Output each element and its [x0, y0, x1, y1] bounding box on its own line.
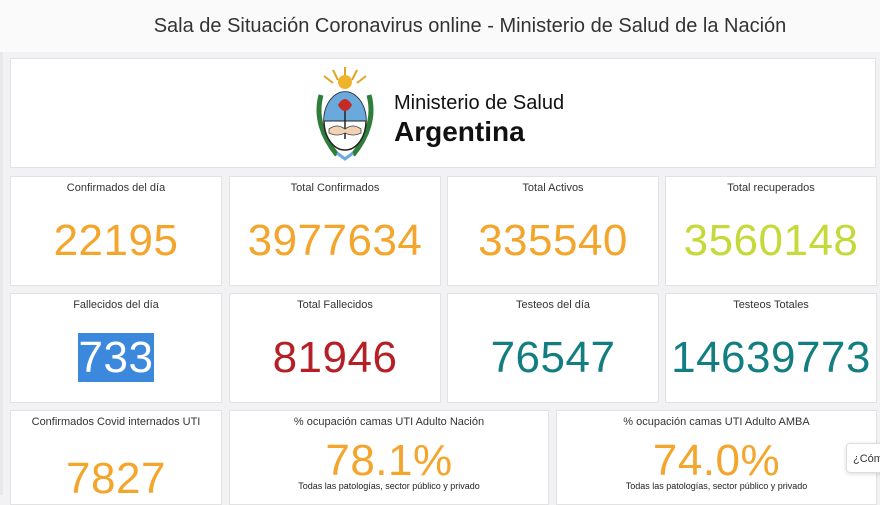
- stat-value: 76547: [490, 333, 616, 382]
- stat-card-confirmados-dia: Confirmados del día 22195: [10, 176, 222, 286]
- help-button[interactable]: ¿Cómo: [846, 443, 880, 473]
- stat-card-total-confirmados: Total Confirmados 3977634: [229, 176, 441, 286]
- stat-card-ocupacion-nacion: % ocupación camas UTI Adulto Nación 78.1…: [229, 410, 549, 505]
- stat-label: Total recuperados: [727, 182, 815, 194]
- stat-value: 74.0%: [652, 436, 781, 485]
- stat-card-total-fallecidos: Total Fallecidos 81946: [229, 293, 441, 403]
- stat-value: 7827: [66, 454, 166, 503]
- stat-label: Total Confirmados: [290, 182, 380, 194]
- stat-card-ocupacion-amba: % ocupación camas UTI Adulto AMBA 74.0% …: [556, 410, 877, 505]
- stat-label: Testeos Totales: [733, 299, 809, 311]
- stat-card-fallecidos-dia: Fallecidos del día 733: [10, 293, 222, 403]
- country-name: Argentina: [394, 116, 525, 147]
- stat-label: Confirmados Covid internados UTI: [31, 416, 201, 428]
- stat-label: Fallecidos del día: [73, 299, 159, 311]
- stat-label: Total Activos: [522, 182, 584, 194]
- stat-label: % ocupación camas UTI Adulto Nación: [293, 416, 485, 428]
- stat-value: 81946: [272, 333, 398, 382]
- stat-value: 22195: [53, 216, 179, 265]
- selected-text-highlight: 733: [77, 333, 155, 382]
- stat-note: Todas las patologías, sector público y p…: [625, 481, 808, 491]
- ministry-name: Ministerio de Salud: [394, 92, 565, 114]
- stat-label: Confirmados del día: [66, 182, 166, 194]
- stat-value: 14639773: [671, 333, 871, 382]
- stat-value: 78.1%: [325, 436, 453, 485]
- left-edge: [0, 0, 3, 495]
- stat-label: Testeos del día: [516, 299, 590, 311]
- stat-card-total-activos: Total Activos 335540: [447, 176, 659, 286]
- stat-note: Todas las patologías, sector público y p…: [298, 481, 480, 491]
- stat-value: 335540: [478, 216, 628, 265]
- page-title: Sala de Situación Coronavirus online - M…: [153, 15, 787, 37]
- stat-card-testeos-totales: Testeos Totales 14639773: [665, 293, 877, 403]
- stat-label: % ocupación camas UTI Adulto AMBA: [623, 416, 810, 428]
- stat-card-internados-uti: Confirmados Covid internados UTI 7827: [10, 410, 222, 505]
- stat-card-total-recuperados: Total recuperados 3560148: [665, 176, 877, 286]
- stat-value: 3977634: [247, 216, 423, 265]
- ministry-banner: Ministerio de Salud Argentina: [10, 58, 876, 168]
- stat-value: 733: [11, 332, 221, 384]
- stat-card-testeos-dia: Testeos del día 76547: [447, 293, 659, 403]
- stat-label: Total Fallecidos: [297, 299, 373, 311]
- argentina-coat-of-arms-icon: [316, 67, 374, 161]
- page-header: Sala de Situación Coronavirus online - M…: [0, 0, 880, 52]
- stat-value: 3560148: [683, 216, 859, 265]
